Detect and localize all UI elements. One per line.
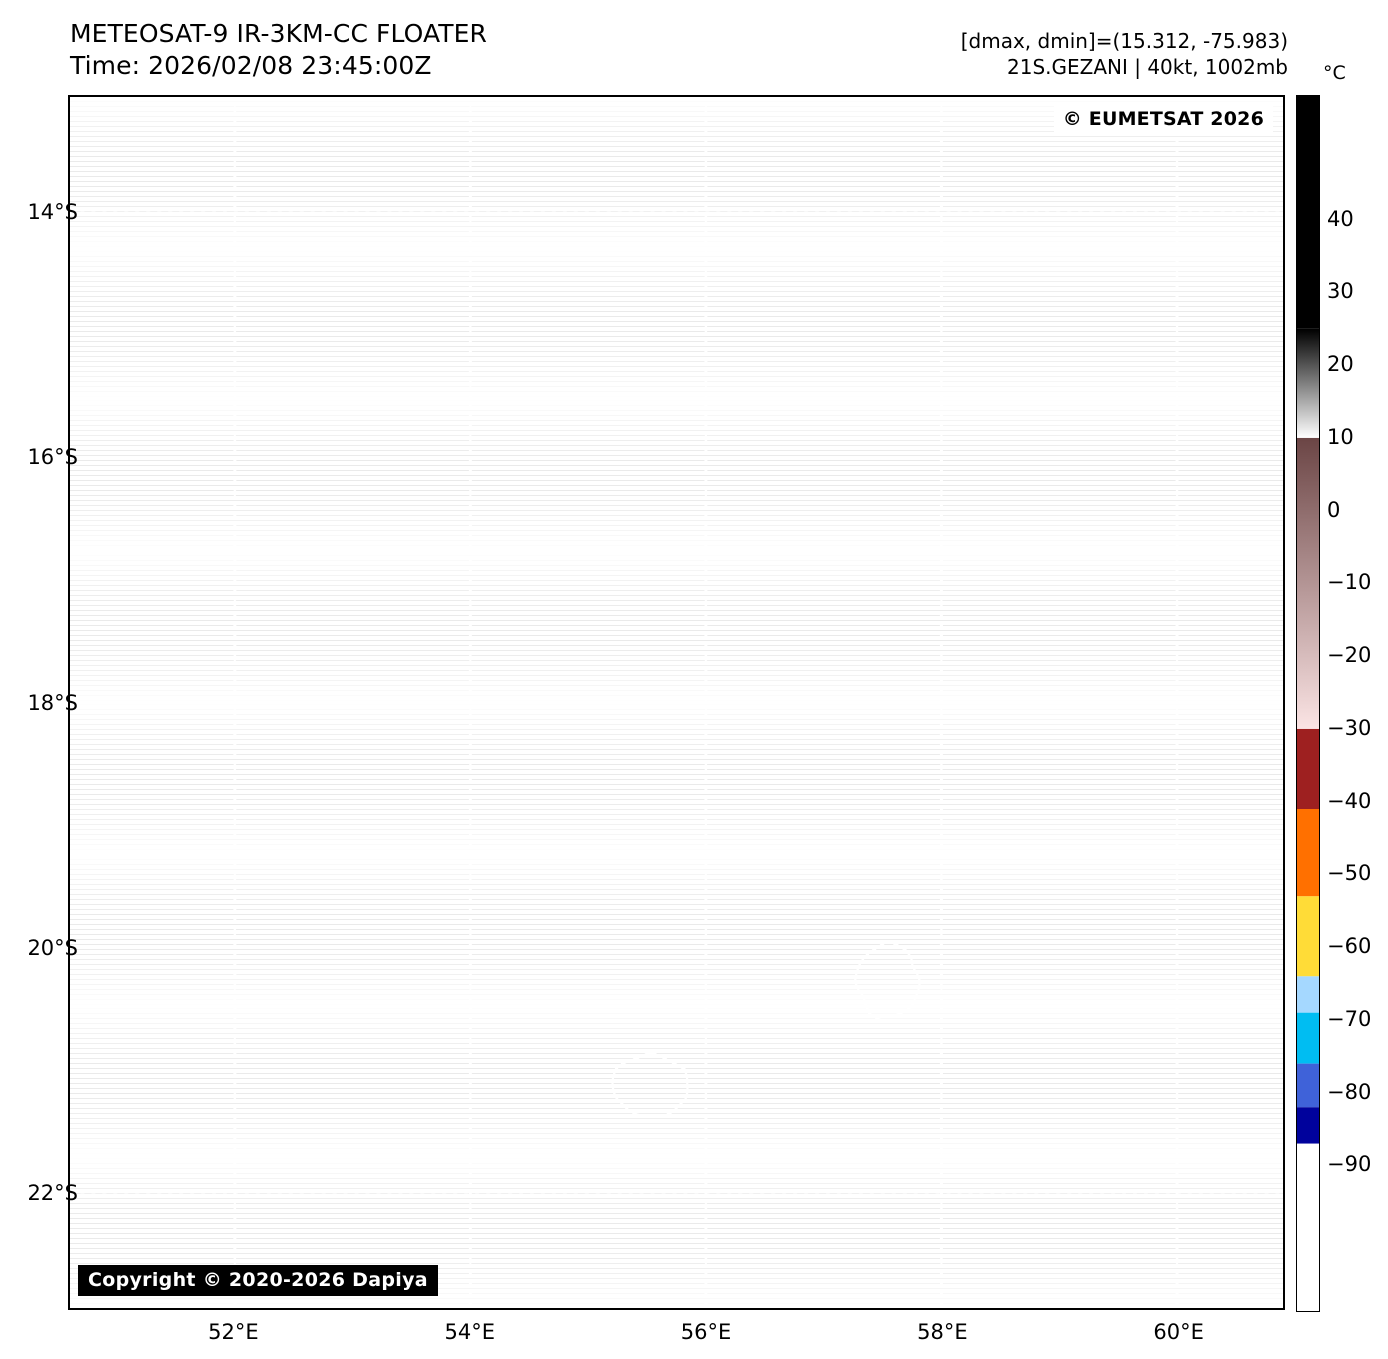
y-axis-tick-label: 16°S <box>27 445 78 470</box>
colorbar-tick-label: −90 <box>1327 1152 1372 1177</box>
colorbar-gradient <box>1297 96 1319 1311</box>
colorbar-tick-label: −50 <box>1327 861 1372 886</box>
colorbar-tick-label: −20 <box>1327 643 1372 668</box>
metadata-block: [dmax, dmin]=(15.312, -75.983) 21S.GEZAN… <box>961 28 1288 81</box>
colorbar-tick-label: −60 <box>1327 934 1372 959</box>
coastlines <box>611 941 922 1118</box>
colorbar-tick-label: 20 <box>1327 352 1354 377</box>
storm-info-text: 21S.GEZANI | 40kt, 1002mb <box>1007 55 1288 80</box>
satellite-image-plot[interactable]: © EUMETSAT 2026 Copyright © 2020-2026 Da… <box>68 95 1285 1310</box>
colorbar-tick-label: −10 <box>1327 570 1372 595</box>
coastline-mauritius <box>853 941 922 1020</box>
coastline-reunion <box>611 1053 689 1118</box>
x-axis-tick-label: 56°E <box>680 1320 732 1344</box>
satellite-image-canvas <box>70 97 1283 1308</box>
colorbar-tick-label: −70 <box>1327 1006 1372 1031</box>
colorbar-tick-label: 10 <box>1327 424 1354 449</box>
copyright-badge: Copyright © 2020-2026 Dapiya <box>78 1265 438 1296</box>
colorbar-tick-label: 0 <box>1327 497 1341 522</box>
colorbar-unit-label: °C <box>1323 62 1346 84</box>
colorbar-tick-label: −40 <box>1327 788 1372 813</box>
data-range-text: [dmax, dmin]=(15.312, -75.983) <box>960 29 1288 53</box>
y-axis-tick-label: 22°S <box>27 1181 78 1206</box>
x-axis-tick-label: 58°E <box>917 1320 968 1344</box>
x-axis-tick-label: 52°E <box>208 1320 259 1344</box>
timestamp-line: Time: 2026/02/08 23:45:00Z <box>70 51 432 80</box>
colorbar-tick-label: 30 <box>1327 279 1354 304</box>
y-axis-tick-label: 18°S <box>27 690 78 715</box>
colorbar-tick-label: −80 <box>1327 1079 1372 1104</box>
eumetsat-credit-badge: © EUMETSAT 2026 <box>1053 105 1273 134</box>
title-block: METEOSAT-9 IR-3KM-CC FLOATER Time: 2026/… <box>70 18 487 82</box>
x-axis-tick-label: 54°E <box>444 1320 495 1344</box>
x-axis-tick-label: 60°E <box>1153 1320 1204 1344</box>
colorbar-tick-label: −30 <box>1327 715 1372 740</box>
ir-brightness-temperature-raster <box>70 97 1283 1308</box>
y-axis-tick-label: 20°S <box>27 935 78 960</box>
colorbar-tick-label: 40 <box>1327 206 1354 231</box>
y-axis-tick-label: 14°S <box>27 199 78 224</box>
colorbar <box>1296 95 1320 1312</box>
page-title: METEOSAT-9 IR-3KM-CC FLOATER <box>70 19 488 48</box>
